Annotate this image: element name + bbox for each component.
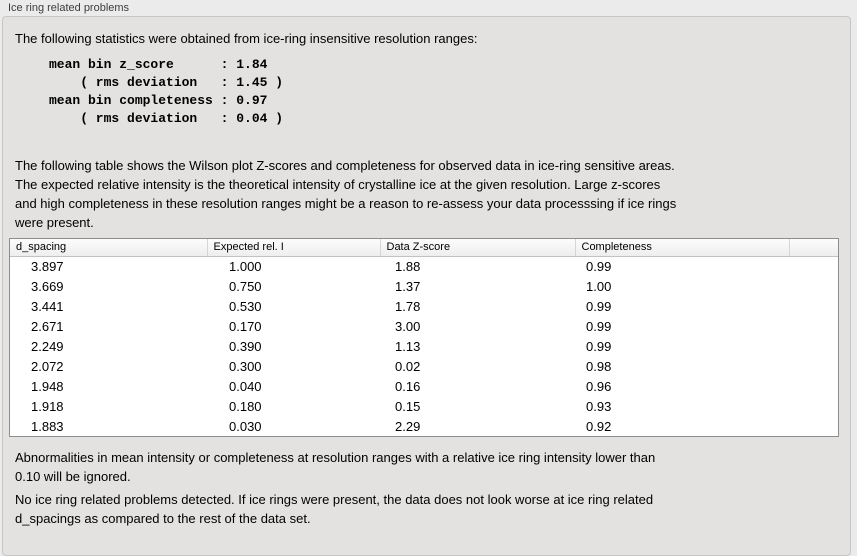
table-cell-empty xyxy=(789,256,838,276)
table-cell: 0.300 xyxy=(229,358,262,374)
table-row[interactable]: 2.671 0.170 3.00 0.99 xyxy=(10,316,838,336)
table-row[interactable]: 1.948 0.040 0.16 0.96 xyxy=(10,376,838,396)
table-cell: 0.170 xyxy=(229,318,262,334)
table-cell: 1.13 xyxy=(395,338,421,354)
column-header-d-spacing[interactable]: d_spacing xyxy=(10,239,207,257)
table-cell: 0.99 xyxy=(586,298,612,314)
table-cell: 1.948 xyxy=(31,378,64,394)
table-row[interactable]: 3.441 0.530 1.78 0.99 xyxy=(10,296,838,316)
column-header-completeness[interactable]: Completeness xyxy=(574,239,789,257)
table-cell: 2.29 xyxy=(395,418,421,434)
ice-ring-table[interactable]: d_spacing Expected rel. I Data Z-score C… xyxy=(9,238,839,437)
table-row[interactable]: 1.883 0.030 2.29 0.92 xyxy=(10,416,838,436)
table-cell: 3.441 xyxy=(31,298,64,314)
table-cell: 0.040 xyxy=(229,378,262,394)
column-header-expected-rel-i[interactable]: Expected rel. I xyxy=(206,239,380,257)
table-cell-empty xyxy=(789,296,838,316)
table-cell: 0.390 xyxy=(229,338,262,354)
table-cell: 0.16 xyxy=(395,378,421,394)
table-header-row: d_spacing Expected rel. I Data Z-score C… xyxy=(10,239,838,257)
table-row[interactable]: 1.918 0.180 0.15 0.93 xyxy=(10,396,838,416)
table-cell-empty xyxy=(789,316,838,336)
table-cell: 1.00 xyxy=(586,278,612,294)
ignore-note: Abnormalities in mean intensity or compl… xyxy=(15,450,656,484)
table-cell: 0.180 xyxy=(229,398,262,414)
table-cell: 0.030 xyxy=(229,418,262,434)
table-cell: 1.918 xyxy=(31,398,64,414)
conclusion-text: No ice ring related problems detected. I… xyxy=(15,492,654,526)
ice-ring-group-box: The following statistics were obtained f… xyxy=(2,16,851,556)
table-cell-empty xyxy=(789,416,838,436)
table-cell: 3.897 xyxy=(31,258,64,274)
table-cell-empty xyxy=(789,396,838,416)
table-cell: 0.92 xyxy=(586,418,612,434)
column-header-data-z-score[interactable]: Data Z-score xyxy=(379,239,575,257)
table-cell: 0.02 xyxy=(395,358,421,374)
table-row[interactable]: 2.072 0.300 0.02 0.98 xyxy=(10,356,838,376)
table-cell: 2.249 xyxy=(31,338,64,354)
table-cell: 0.530 xyxy=(229,298,262,314)
column-header-empty xyxy=(788,239,838,257)
description-text: The following table shows the Wilson plo… xyxy=(15,158,677,230)
table-cell: 0.93 xyxy=(586,398,612,414)
table-cell: 1.78 xyxy=(395,298,421,314)
table-cell-empty xyxy=(789,376,838,396)
table-cell-empty xyxy=(789,336,838,356)
table-cell: 0.750 xyxy=(229,278,262,294)
table-row[interactable]: 2.249 0.390 1.13 0.99 xyxy=(10,336,838,356)
stats-block: mean bin z_score : 1.84 ( rms deviation … xyxy=(49,57,284,126)
table-cell: 0.98 xyxy=(586,358,612,374)
table-cell: 1.000 xyxy=(229,258,262,274)
table-cell: 1.883 xyxy=(31,418,64,434)
table-cell: 0.99 xyxy=(586,258,612,274)
table-cell: 0.15 xyxy=(395,398,421,414)
ice-ring-data-table: d_spacing Expected rel. I Data Z-score C… xyxy=(10,239,838,436)
table-row[interactable]: 3.669 0.750 1.37 1.00 xyxy=(10,276,838,296)
table-cell: 3.00 xyxy=(395,318,421,334)
table-cell: 0.96 xyxy=(586,378,612,394)
intro-text: The following statistics were obtained f… xyxy=(15,31,478,46)
table-cell-empty xyxy=(789,356,838,376)
table-cell-empty xyxy=(789,276,838,296)
table-cell: 0.99 xyxy=(586,318,612,334)
table-row[interactable]: 3.897 1.000 1.88 0.99 xyxy=(10,256,838,276)
table-cell: 2.671 xyxy=(31,318,64,334)
table-cell: 0.99 xyxy=(586,338,612,354)
table-cell: 1.37 xyxy=(395,278,421,294)
table-cell: 3.669 xyxy=(31,278,64,294)
table-cell: 2.072 xyxy=(31,358,64,374)
table-cell: 1.88 xyxy=(395,258,421,274)
panel-title: Ice ring related problems xyxy=(8,2,130,14)
